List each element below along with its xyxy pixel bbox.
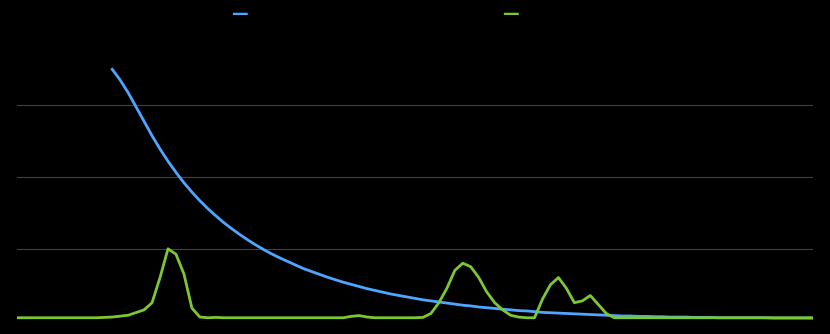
Text: —: — [232,5,248,23]
Text: —: — [502,5,519,23]
